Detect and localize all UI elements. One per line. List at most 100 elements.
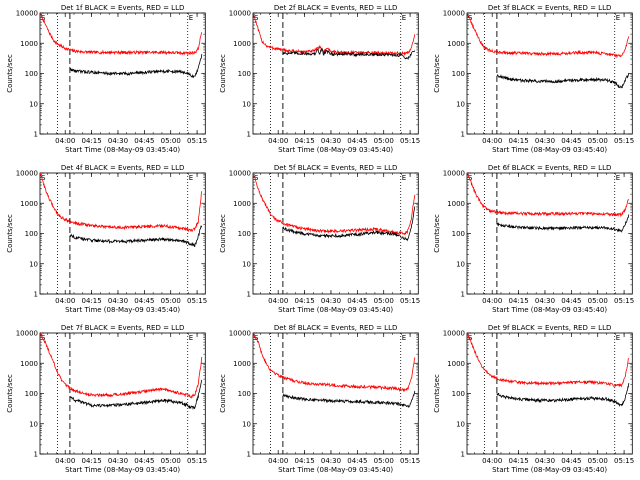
- y-tick-label: 100: [451, 70, 464, 78]
- x-tick-label: 04:45: [348, 457, 368, 465]
- y-axis-label: Counts/sec: [433, 214, 441, 253]
- end-marker: E: [402, 14, 406, 22]
- chart-title: Det 5f BLACK = Events, RED = LLD: [274, 164, 397, 172]
- y-tick-label: 100: [238, 70, 251, 78]
- chart-panel-1: Det 1f BLACK = Events, RED = LLD 1 10 100 10…: [6, 4, 207, 154]
- x-tick-label: 04:30: [321, 137, 341, 145]
- x-tick-label: 05:00: [587, 457, 607, 465]
- y-tick-label: 10: [29, 100, 38, 108]
- x-tick-label: 05:00: [374, 457, 394, 465]
- y-tick-label: 1: [460, 131, 464, 139]
- x-tick-label: 05:15: [614, 457, 634, 465]
- x-tick-label: 04:00: [482, 297, 502, 305]
- y-tick-label: 10: [29, 420, 38, 428]
- plot-frame: [39, 172, 206, 295]
- end-marker: E: [189, 174, 193, 182]
- y-tick-label: 10: [242, 420, 251, 428]
- chart-title: Det 3f BLACK = Events, RED = LLD: [488, 4, 611, 12]
- start-marker: S: [254, 14, 259, 22]
- y-tick-label: 1000: [447, 40, 465, 48]
- y-axis-label: Counts/sec: [219, 374, 227, 413]
- y-axis-label: Counts/sec: [6, 214, 14, 253]
- series-line-events: [282, 206, 416, 242]
- x-tick-label: 05:15: [614, 137, 634, 145]
- series-line-events: [496, 72, 629, 89]
- y-tick-label: 10: [456, 260, 465, 268]
- y-tick-label: 10000: [229, 10, 251, 18]
- series-line-events: [496, 214, 629, 233]
- chart-title: Det 6f BLACK = Events, RED = LLD: [488, 164, 611, 172]
- x-tick-label: 04:15: [81, 457, 101, 465]
- y-tick-label: 10000: [442, 10, 464, 18]
- series-line-lld: [466, 333, 629, 388]
- x-axis-label: Start Time (08-May-09 03:45:40): [65, 306, 180, 314]
- y-tick-label: 100: [25, 230, 38, 238]
- plot-frame: [466, 332, 633, 455]
- series-line-lld: [253, 173, 416, 236]
- start-marker: S: [468, 334, 473, 342]
- series-line-lld: [253, 333, 416, 393]
- y-tick-label: 10000: [229, 330, 251, 338]
- chart-panel-6: Det 6f BLACK = Events, RED = LLD 1 10 100 10…: [433, 164, 634, 314]
- x-axis-label: Start Time (08-May-09 03:45:40): [65, 466, 180, 474]
- y-tick-label: 1: [247, 131, 251, 139]
- x-axis-label: Start Time (08-May-09 03:45:40): [278, 146, 393, 154]
- x-axis-label: Start Time (08-May-09 03:45:40): [492, 306, 607, 314]
- y-tick-label: 1000: [20, 360, 38, 368]
- chart-title: Det 2f BLACK = Events, RED = LLD: [274, 4, 397, 12]
- x-tick-label: 05:00: [374, 137, 394, 145]
- chart-panel-3: Det 3f BLACK = Events, RED = LLD 1 10 100 10…: [433, 4, 634, 154]
- x-tick-label: 05:00: [587, 297, 607, 305]
- x-tick-label: 04:00: [268, 457, 288, 465]
- x-tick-label: 05:15: [187, 137, 207, 145]
- y-tick-label: 100: [451, 390, 464, 398]
- plot-frame: [466, 172, 633, 295]
- x-tick-label: 04:30: [321, 297, 341, 305]
- x-tick-label: 05:15: [614, 297, 634, 305]
- y-axis-label: Counts/sec: [6, 54, 14, 93]
- end-marker: E: [402, 334, 406, 342]
- y-tick-label: 10000: [229, 170, 251, 178]
- start-marker: S: [468, 14, 473, 22]
- x-tick-label: 04:15: [295, 137, 315, 145]
- x-tick-label: 05:00: [161, 137, 181, 145]
- y-tick-label: 100: [25, 390, 38, 398]
- end-marker: E: [189, 334, 193, 342]
- x-axis-label: Start Time (08-May-09 03:45:40): [492, 466, 607, 474]
- x-tick-label: 05:00: [587, 137, 607, 145]
- chart-panel-5: Det 5f BLACK = Events, RED = LLD 1 10 100 10…: [219, 164, 420, 314]
- y-tick-label: 10: [242, 260, 251, 268]
- x-tick-label: 04:45: [561, 457, 581, 465]
- chart-title: Det 8f BLACK = Events, RED = LLD: [274, 324, 397, 332]
- y-axis-label: Counts/sec: [6, 374, 14, 413]
- x-tick-label: 05:00: [161, 457, 181, 465]
- x-tick-label: 04:45: [561, 137, 581, 145]
- chart-title: Det 9f BLACK = Events, RED = LLD: [488, 324, 611, 332]
- x-tick-label: 05:15: [400, 137, 420, 145]
- x-tick-label: 04:00: [268, 297, 288, 305]
- y-tick-label: 1000: [233, 40, 251, 48]
- x-tick-label: 04:00: [268, 137, 288, 145]
- x-tick-label: 05:15: [187, 457, 207, 465]
- y-tick-label: 1000: [447, 200, 465, 208]
- series-line-events: [282, 390, 416, 408]
- y-tick-label: 10000: [442, 170, 464, 178]
- x-tick-label: 04:45: [561, 297, 581, 305]
- x-axis-label: Start Time (08-May-09 03:45:40): [278, 466, 393, 474]
- end-marker: E: [615, 174, 619, 182]
- x-tick-label: 04:00: [482, 457, 502, 465]
- y-tick-label: 10000: [442, 330, 464, 338]
- y-tick-label: 10: [456, 100, 465, 108]
- chart-panel-4: Det 4f BLACK = Events, RED = LLD 1 10 100 10…: [6, 164, 207, 314]
- x-tick-label: 04:30: [321, 457, 341, 465]
- x-tick-label: 04:45: [134, 297, 154, 305]
- y-tick-label: 10: [29, 260, 38, 268]
- x-tick-label: 04:30: [534, 297, 554, 305]
- y-axis-label: Counts/sec: [433, 374, 441, 413]
- x-tick-label: 04:15: [295, 297, 315, 305]
- y-tick-label: 10000: [16, 330, 38, 338]
- chart-panel-7: Det 7f BLACK = Events, RED = LLD 1 10 100 10…: [6, 324, 207, 474]
- x-tick-label: 05:15: [187, 297, 207, 305]
- y-tick-label: 1000: [20, 40, 38, 48]
- y-axis-label: Counts/sec: [219, 214, 227, 253]
